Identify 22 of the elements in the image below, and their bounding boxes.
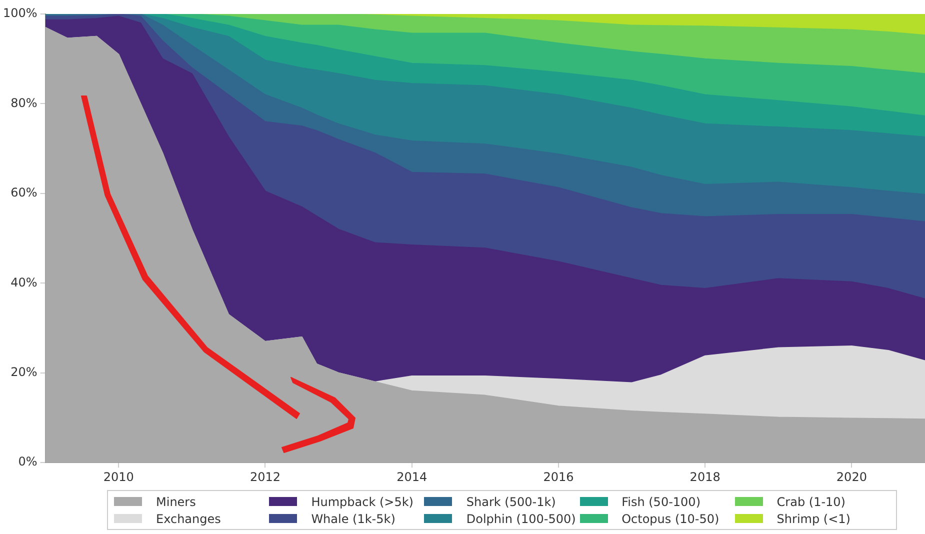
legend-label: Fish (50-100) xyxy=(622,494,700,508)
legend-label: Crab (1-10) xyxy=(776,494,846,508)
y-tick-label: 40% xyxy=(10,275,38,290)
y-tick-label: 0% xyxy=(18,454,38,469)
x-tick-label: 2018 xyxy=(690,470,720,484)
legend-label: Whale (1k-5k) xyxy=(311,512,396,526)
x-tick-label: 2012 xyxy=(250,470,281,484)
y-tick-label: 80% xyxy=(10,96,38,110)
legend-label: Dolphin (100-500) xyxy=(466,512,576,526)
y-tick-label: 60% xyxy=(10,186,38,200)
y-tick-label: 20% xyxy=(10,365,38,380)
legend-label: Octopus (10-50) xyxy=(622,512,720,526)
legend-label: Shrimp (<1) xyxy=(776,512,850,526)
x-tick-label: 2016 xyxy=(543,470,574,484)
x-tick-label: 2010 xyxy=(103,470,134,484)
legend-label: Miners xyxy=(156,494,196,508)
x-tick-label: 2020 xyxy=(836,470,867,484)
legend-label: Humpback (>5k) xyxy=(311,494,414,508)
legend-label: Shark (500-1k) xyxy=(466,494,556,508)
legend-label: Exchanges xyxy=(156,512,221,526)
x-tick-label: 2014 xyxy=(396,470,428,484)
y-tick-label: 100% xyxy=(2,6,38,20)
